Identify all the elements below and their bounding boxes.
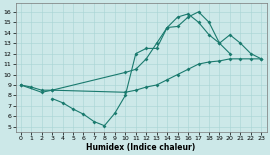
- X-axis label: Humidex (Indice chaleur): Humidex (Indice chaleur): [86, 143, 196, 152]
